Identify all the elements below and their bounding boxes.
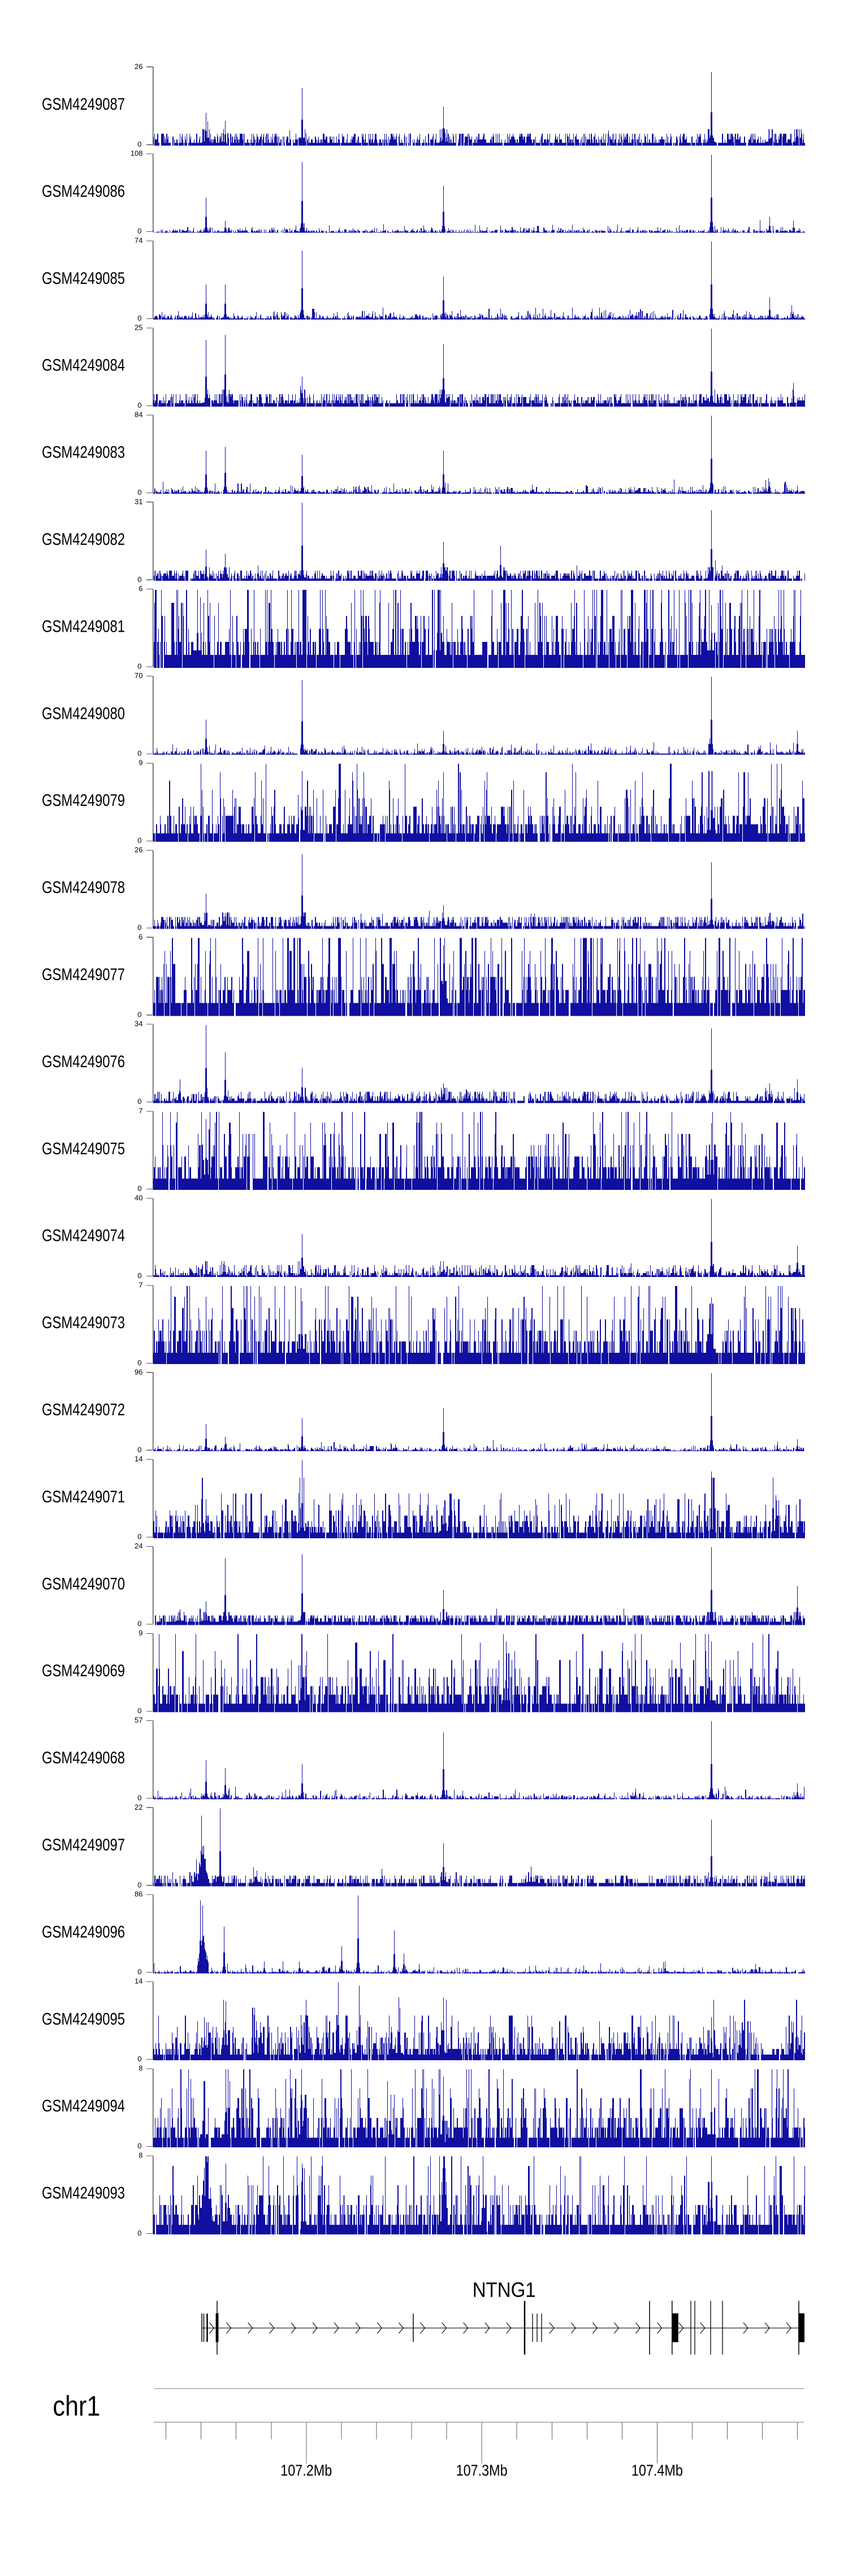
svg-text:70: 70 [135, 671, 142, 680]
svg-text:GSM4249087: GSM4249087 [42, 95, 125, 114]
svg-text:0: 0 [137, 1967, 141, 1976]
svg-text:0: 0 [137, 1184, 141, 1193]
svg-text:0: 0 [137, 227, 141, 235]
svg-text:0: 0 [137, 1446, 141, 1454]
svg-text:107.4Mb: 107.4Mb [631, 2461, 683, 2479]
svg-text:57: 57 [135, 1716, 142, 1724]
svg-text:GSM4249082: GSM4249082 [42, 530, 125, 549]
svg-text:GSM4249074: GSM4249074 [42, 1227, 125, 1245]
svg-text:14: 14 [135, 1977, 142, 1986]
svg-text:GSM4249084: GSM4249084 [42, 356, 125, 375]
svg-text:0: 0 [137, 923, 141, 931]
svg-text:24: 24 [135, 1542, 142, 1550]
svg-text:GSM4249070: GSM4249070 [42, 1574, 125, 1593]
svg-text:7: 7 [139, 1280, 142, 1289]
svg-text:0: 0 [137, 1097, 141, 1106]
svg-text:96: 96 [135, 1367, 142, 1376]
svg-text:9: 9 [139, 1629, 142, 1637]
svg-text:GSM4249085: GSM4249085 [42, 269, 125, 288]
svg-text:0: 0 [137, 314, 141, 322]
svg-text:0: 0 [137, 1620, 141, 1628]
svg-text:0: 0 [137, 2142, 141, 2150]
svg-text:0: 0 [137, 1010, 141, 1019]
svg-text:GSM4249076: GSM4249076 [42, 1052, 125, 1071]
svg-text:0: 0 [137, 662, 141, 671]
svg-text:0: 0 [137, 1358, 141, 1367]
svg-text:0: 0 [137, 1793, 141, 1802]
svg-text:0: 0 [137, 2229, 141, 2237]
svg-text:84: 84 [135, 410, 142, 418]
svg-text:26: 26 [135, 845, 142, 854]
svg-text:0: 0 [137, 749, 141, 758]
svg-text:0: 0 [137, 1880, 141, 1889]
svg-text:74: 74 [135, 236, 142, 245]
svg-text:107.3Mb: 107.3Mb [456, 2461, 508, 2479]
svg-text:0: 0 [137, 1707, 141, 1715]
svg-text:0: 0 [137, 836, 141, 845]
svg-text:31: 31 [135, 497, 142, 506]
svg-text:GSM4249075: GSM4249075 [42, 1140, 125, 1158]
svg-text:0: 0 [137, 401, 141, 409]
svg-text:108: 108 [131, 149, 143, 158]
svg-text:26: 26 [135, 62, 142, 71]
svg-text:34: 34 [135, 1020, 142, 1028]
svg-text:0: 0 [137, 140, 141, 148]
svg-text:GSM4249096: GSM4249096 [42, 1923, 125, 1941]
svg-text:86: 86 [135, 1890, 142, 1898]
svg-text:0: 0 [137, 488, 141, 497]
svg-text:22: 22 [135, 1803, 142, 1811]
svg-text:0: 0 [137, 575, 141, 584]
svg-text:25: 25 [135, 323, 142, 332]
svg-text:GSM4249068: GSM4249068 [42, 1749, 125, 1767]
svg-text:0: 0 [137, 2055, 141, 2063]
svg-text:GSM4249073: GSM4249073 [42, 1314, 125, 1332]
svg-text:GSM4249083: GSM4249083 [42, 443, 125, 462]
svg-text:14: 14 [135, 1455, 142, 1463]
svg-text:6: 6 [139, 933, 142, 941]
svg-text:GSM4249078: GSM4249078 [42, 878, 125, 897]
svg-text:GSM4249081: GSM4249081 [42, 617, 125, 636]
svg-text:GSM4249094: GSM4249094 [42, 2097, 125, 2116]
svg-text:0: 0 [137, 1533, 141, 1541]
svg-text:GSM4249079: GSM4249079 [42, 791, 125, 810]
svg-text:GSM4249086: GSM4249086 [42, 182, 125, 201]
svg-text:GSM4249071: GSM4249071 [42, 1487, 125, 1506]
svg-text:GSM4249080: GSM4249080 [42, 704, 125, 723]
svg-text:7: 7 [139, 1107, 142, 1115]
svg-text:GSM4249077: GSM4249077 [42, 965, 125, 984]
svg-text:GSM4249093: GSM4249093 [42, 2184, 125, 2203]
svg-text:40: 40 [135, 1194, 142, 1202]
svg-text:GSM4249069: GSM4249069 [42, 1662, 125, 1680]
svg-text:107.2Mb: 107.2Mb [280, 2461, 332, 2479]
svg-text:8: 8 [139, 2151, 142, 2159]
svg-text:8: 8 [139, 2064, 142, 2073]
svg-text:GSM4249072: GSM4249072 [42, 1401, 125, 1419]
svg-text:chr1: chr1 [53, 2391, 100, 2422]
svg-text:GSM4249095: GSM4249095 [42, 2010, 125, 2029]
svg-text:0: 0 [137, 1271, 141, 1280]
svg-text:GSM4249097: GSM4249097 [42, 1836, 125, 1854]
svg-text:NTNG1: NTNG1 [473, 2278, 536, 2301]
svg-text:6: 6 [139, 584, 142, 593]
svg-text:9: 9 [139, 758, 142, 767]
